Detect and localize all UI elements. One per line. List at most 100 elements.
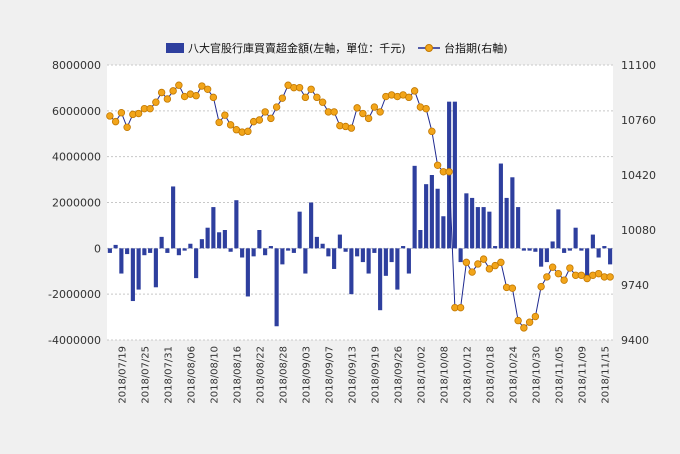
bar-series — [107, 101, 613, 327]
line-point — [226, 121, 235, 129]
line-point — [255, 116, 264, 124]
bar — [199, 239, 204, 249]
bar — [142, 248, 147, 256]
bar — [366, 248, 371, 274]
bar — [343, 248, 348, 252]
x-tick-label: 2018/08/16 — [232, 346, 243, 404]
line-point — [548, 263, 557, 271]
bar — [550, 241, 555, 249]
right-tick-label: 9740 — [621, 279, 649, 292]
bar — [360, 248, 365, 263]
x-tick-label: 2018/07/19 — [117, 346, 128, 404]
bar — [297, 211, 302, 249]
bar — [153, 248, 158, 288]
line-point — [462, 258, 471, 267]
line-point — [405, 93, 413, 102]
x-tick-label: 2018/11/05 — [554, 346, 565, 404]
x-tick-label: 2018/10/24 — [508, 346, 519, 404]
line-point — [209, 93, 218, 102]
bar — [573, 227, 578, 249]
bar — [286, 248, 291, 251]
line-point — [554, 269, 563, 278]
bar — [159, 236, 164, 249]
bar — [211, 207, 216, 249]
bar — [441, 216, 446, 249]
left-tick-label: 8000000 — [52, 59, 101, 72]
bar — [332, 248, 337, 269]
bar — [274, 248, 279, 327]
bar — [602, 246, 607, 249]
bar — [125, 248, 130, 255]
bar — [424, 184, 429, 249]
bar — [406, 248, 411, 274]
bar — [544, 248, 549, 263]
bar — [165, 248, 170, 253]
x-tick-label: 2018/09/26 — [393, 346, 404, 404]
bar — [314, 236, 319, 249]
line-point — [169, 87, 177, 95]
line-point — [560, 276, 568, 284]
left-tick-label: -4000000 — [48, 334, 101, 347]
bar — [280, 248, 285, 265]
line-point — [198, 82, 206, 90]
bar — [228, 248, 233, 252]
bar — [608, 248, 613, 265]
line-point — [531, 312, 540, 321]
bar — [326, 248, 331, 257]
bar — [516, 207, 521, 249]
right-tick-label: 11100 — [621, 59, 656, 72]
line-point — [433, 161, 442, 169]
bar — [251, 248, 256, 257]
bar — [527, 248, 532, 251]
line-point — [520, 324, 528, 332]
x-tick-label: 2018/07/31 — [163, 346, 174, 404]
line-point — [428, 127, 436, 136]
bar — [504, 197, 509, 249]
legend-line-label: 台指期(右軸) — [444, 41, 508, 55]
left-tick-label: 4000000 — [52, 151, 101, 164]
bar — [493, 246, 498, 249]
bar — [194, 248, 199, 279]
bar — [401, 246, 406, 249]
line-point — [163, 95, 172, 103]
line-point — [485, 265, 494, 273]
line-point — [359, 109, 367, 118]
line-point — [157, 88, 166, 97]
x-tick-label: 2018/10/30 — [531, 346, 542, 404]
line-point — [410, 87, 419, 95]
right-tick-label: 9400 — [621, 334, 649, 347]
line-point — [192, 92, 200, 100]
right-tick-label: 10080 — [621, 224, 656, 237]
line-point — [215, 118, 223, 127]
bar — [458, 248, 463, 263]
right-tick-label: 10760 — [621, 114, 656, 127]
line-point — [244, 127, 252, 136]
bar — [245, 248, 250, 297]
x-tick-label: 2018/08/22 — [255, 346, 266, 404]
line-point — [278, 94, 287, 102]
bar — [533, 248, 538, 252]
x-axis: 2018/07/19 2018/07/25 2018/07/31 2018/08/06… — [117, 346, 611, 404]
bar — [435, 188, 440, 249]
line-point — [422, 104, 430, 113]
line-point — [318, 98, 327, 106]
line-point — [134, 109, 143, 118]
line-point — [543, 273, 551, 281]
bar — [579, 248, 584, 251]
bar — [240, 248, 245, 258]
bar — [107, 248, 112, 253]
bar — [498, 163, 503, 249]
line-point — [583, 274, 591, 283]
x-tick-label: 2018/10/08 — [439, 346, 450, 404]
left-tick-label: 6000000 — [52, 105, 101, 118]
bar — [590, 234, 595, 249]
line-point — [272, 103, 281, 111]
bar — [464, 193, 469, 249]
bar — [355, 248, 360, 257]
line-point — [468, 268, 476, 276]
bar — [378, 248, 383, 311]
line-point — [175, 81, 183, 89]
x-tick-label: 2018/09/07 — [324, 346, 335, 404]
bar — [303, 248, 308, 274]
